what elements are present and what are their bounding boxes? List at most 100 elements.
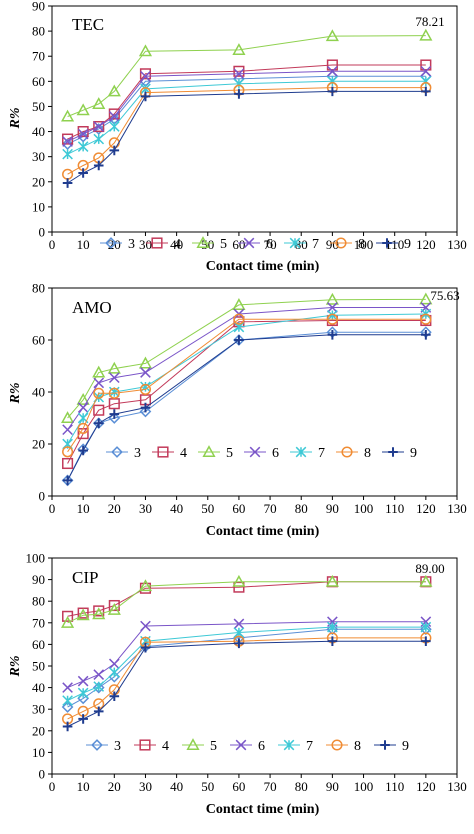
data-point-7: [108, 667, 120, 678]
data-point-8: [62, 168, 74, 180]
x-tick-label: 30: [139, 237, 152, 252]
legend-marker-7: [289, 237, 301, 249]
data-point-9: [109, 409, 120, 419]
legend-label-4: 4: [174, 237, 181, 252]
legend-marker-3: [105, 237, 117, 249]
data-point-9: [421, 86, 431, 97]
series-line-8: [67, 87, 426, 175]
data-point-9: [62, 721, 73, 732]
series-9: [62, 86, 431, 188]
data-point-5: [76, 608, 90, 621]
x-tick-label: 0: [49, 237, 56, 252]
x-tick-label: 60: [232, 779, 245, 794]
data-point-4: [326, 59, 338, 71]
data-point-4: [108, 599, 120, 612]
legend-marker-4: [139, 739, 151, 751]
data-point-5: [325, 292, 339, 305]
data-point-7: [77, 141, 89, 152]
y-tick-label: 0: [39, 489, 46, 504]
series-line-5: [67, 298, 426, 419]
series-line-8: [67, 318, 426, 453]
data-point-6: [327, 302, 338, 313]
legend-marker-5: [186, 738, 200, 751]
data-point-5: [325, 29, 339, 42]
legend-marker-3: [111, 446, 123, 458]
legend-label-6: 6: [258, 739, 265, 754]
data-point-9: [78, 445, 88, 456]
x-tick-label: 100: [354, 501, 374, 516]
y-tick-label: 80: [32, 281, 45, 296]
data-point-9: [93, 160, 104, 171]
legend-label-3: 3: [134, 446, 141, 461]
data-point-5: [76, 392, 90, 405]
data-point-9: [234, 335, 244, 345]
data-point-7: [327, 621, 338, 633]
data-point-9: [327, 86, 338, 97]
series-6: [62, 65, 432, 147]
data-point-9: [140, 402, 151, 413]
legend-marker-4: [151, 237, 163, 249]
x-tick-label: 90: [326, 237, 339, 252]
data-point-9: [62, 475, 73, 486]
data-point-9: [109, 145, 120, 156]
y-tick-label: 0: [39, 767, 46, 782]
data-point-4: [139, 68, 152, 80]
data-point-9: [327, 636, 338, 646]
data-point-5: [232, 298, 246, 310]
x-tick-label: 110: [385, 779, 404, 794]
series-4: [62, 59, 432, 145]
x-tick-label: 110: [385, 237, 404, 252]
data-point-4: [420, 59, 432, 71]
x-tick-label: 70: [264, 501, 277, 516]
data-point-4: [93, 120, 105, 133]
series-3: [61, 326, 432, 487]
series-line-9: [67, 640, 426, 727]
data-point-5: [138, 356, 153, 369]
x-axis-title: Contact time (min): [206, 802, 320, 817]
data-point-6: [93, 121, 105, 132]
data-point-5: [107, 602, 121, 615]
series-line-9: [67, 334, 426, 481]
series-line-6: [67, 621, 426, 689]
series-9: [62, 636, 431, 732]
series-6: [62, 616, 432, 693]
data-point-5: [92, 97, 106, 109]
x-tick-label: 70: [264, 237, 277, 252]
series-line-8: [67, 637, 426, 720]
legend: 3 4 5 6 7 8 9: [86, 738, 409, 754]
legend-label-7: 7: [306, 739, 313, 754]
legend-label-6: 6: [272, 446, 279, 461]
data-point-6: [93, 377, 105, 389]
value-annotation: 75.63: [430, 288, 459, 303]
y-tick-label: 90: [32, 0, 45, 14]
data-point-6: [77, 128, 89, 140]
legend-marker-8: [335, 237, 347, 249]
x-tick-label: 0: [49, 501, 56, 516]
data-point-6: [140, 620, 151, 632]
y-tick-label: 40: [32, 124, 45, 139]
data-point-3: [419, 623, 432, 636]
data-point-6: [77, 675, 89, 687]
data-point-6: [233, 618, 245, 630]
data-point-3: [61, 138, 74, 150]
data-point-5: [61, 109, 75, 122]
legend-marker-5: [196, 236, 210, 249]
y-tick-label: 40: [32, 680, 45, 695]
legend-label-8: 8: [354, 739, 361, 754]
legend-marker-7: [295, 446, 307, 458]
y-tick-label: 0: [39, 225, 46, 240]
data-point-4: [233, 65, 245, 77]
x-tick-label: 50: [201, 501, 214, 516]
data-point-8: [77, 422, 89, 434]
data-point-9: [78, 714, 88, 724]
legend-marker-8: [331, 739, 343, 751]
data-point-7: [420, 621, 432, 633]
data-point-9: [109, 691, 120, 702]
data-point-9: [234, 638, 244, 649]
y-tick-label: 50: [32, 99, 45, 114]
x-tick-label: 100: [354, 779, 374, 794]
legend-marker-6: [249, 446, 261, 458]
panel-label: CIP: [72, 568, 98, 587]
data-point-5: [232, 43, 246, 55]
